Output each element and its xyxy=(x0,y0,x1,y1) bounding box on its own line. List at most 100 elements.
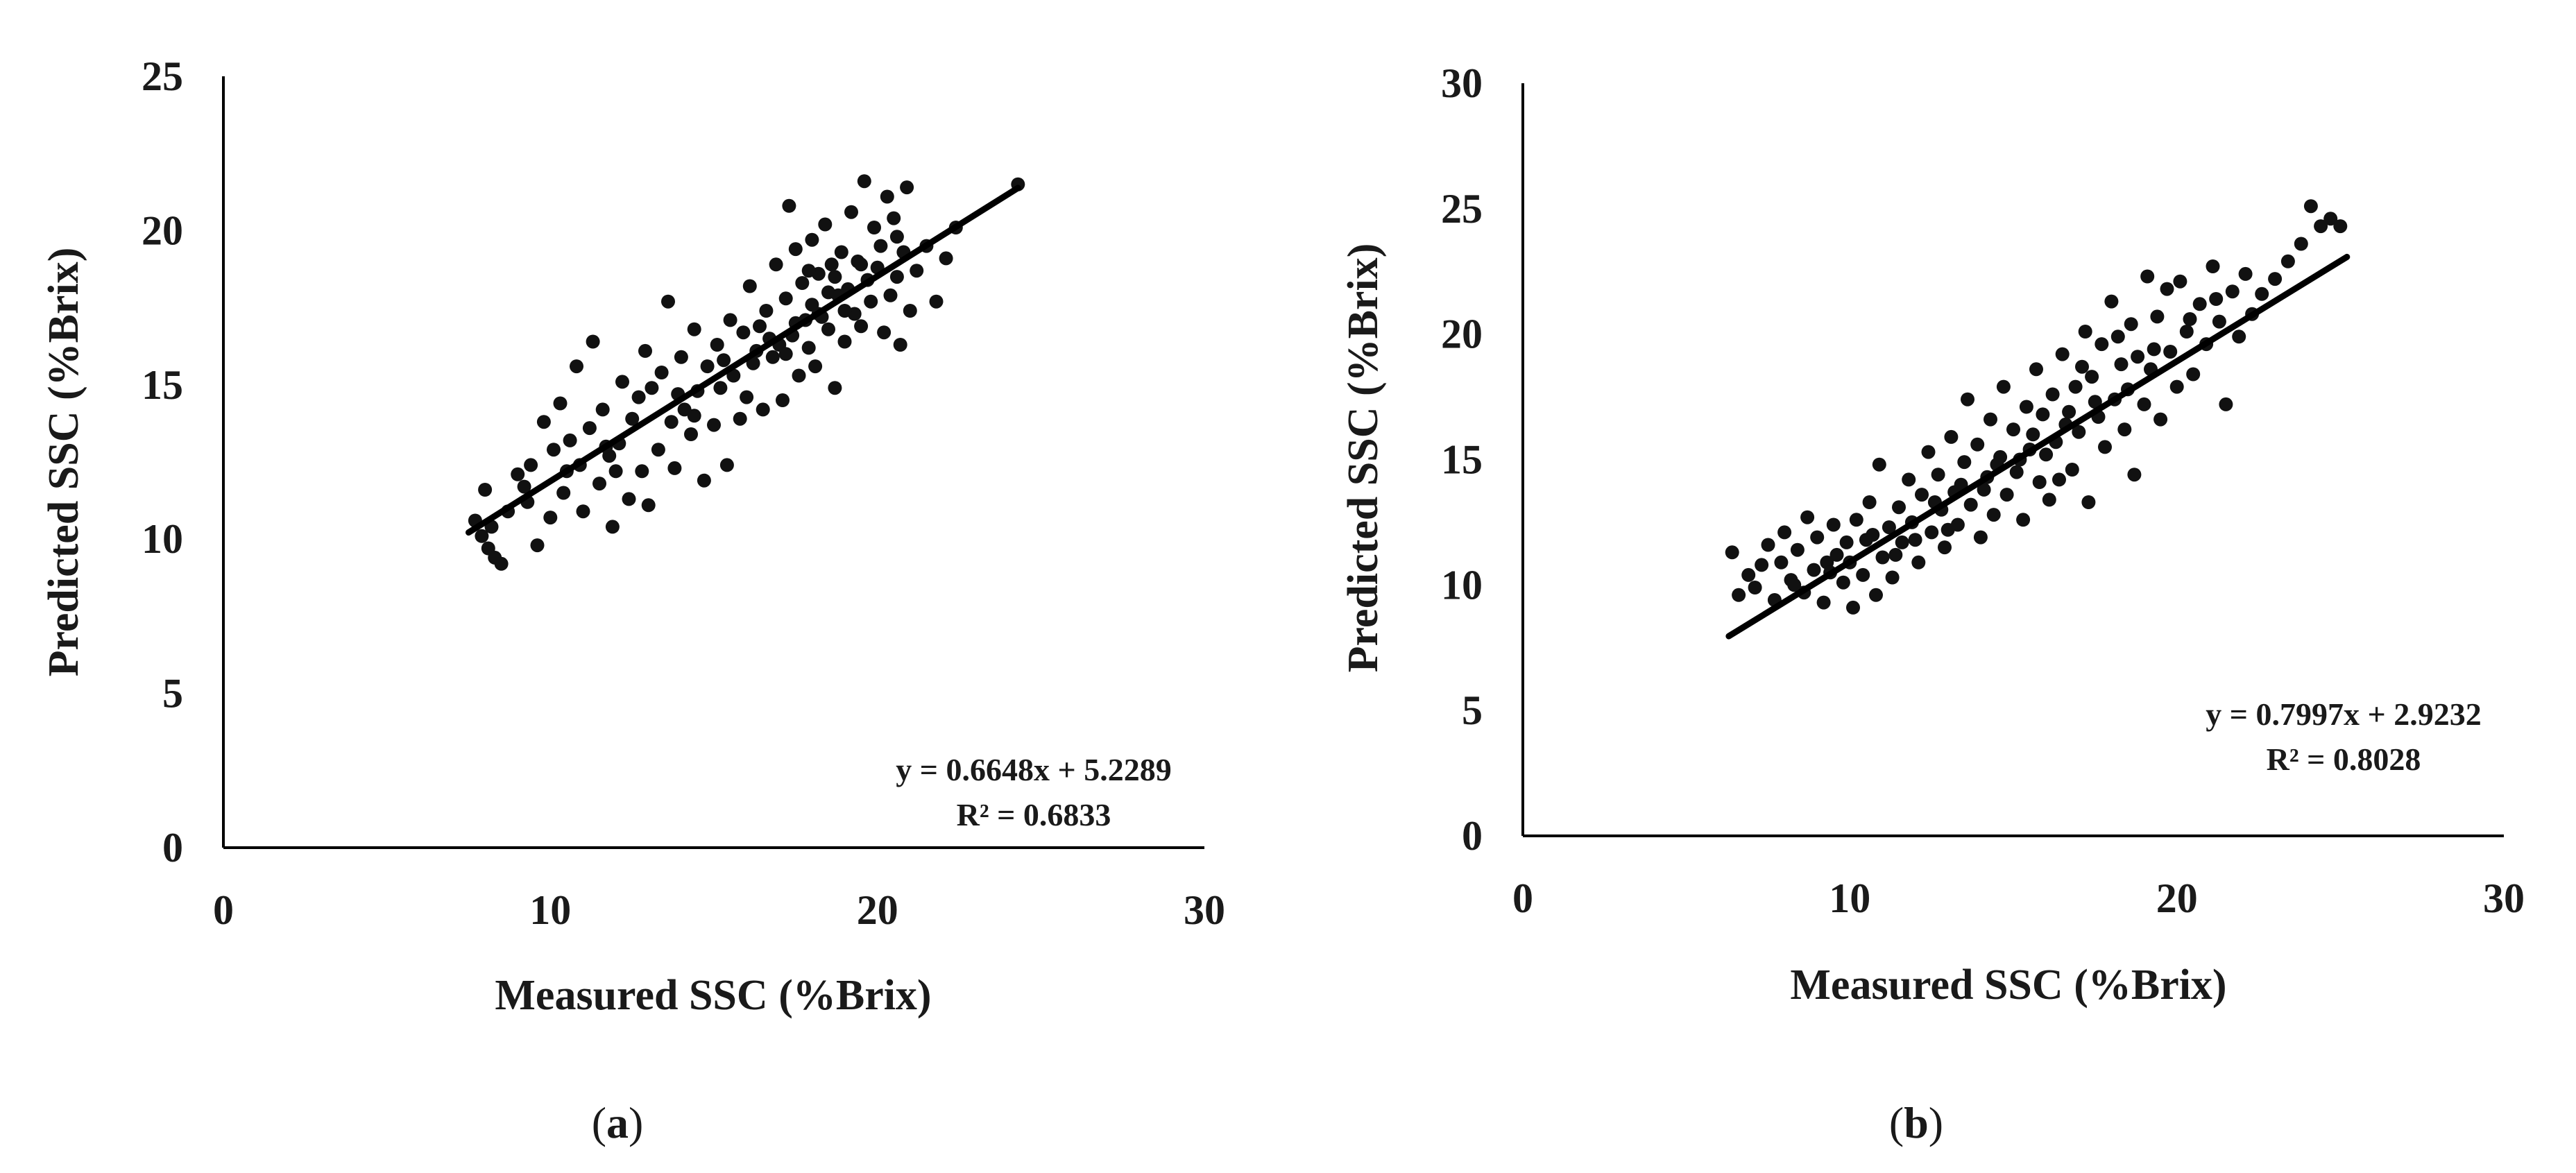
data-point-a-26 xyxy=(605,520,620,534)
data-point-b-71 xyxy=(2072,425,2086,439)
data-point-b-26 xyxy=(1869,588,1883,602)
y-tick-labels-b: 0 5 10 15 20 25 30 xyxy=(1441,60,1483,859)
data-point-a-90 xyxy=(854,319,869,334)
data-point-b-77 xyxy=(2098,440,2112,454)
data-point-b-80 xyxy=(2114,357,2129,372)
data-point-a-74 xyxy=(805,232,819,247)
y-tick-label-a-15: 15 xyxy=(142,362,183,408)
data-point-a-84 xyxy=(834,245,848,259)
data-point-a-37 xyxy=(654,366,669,379)
data-point-b-45 xyxy=(1957,455,1972,470)
data-point-a-57 xyxy=(742,279,757,293)
data-point-b-46 xyxy=(1961,392,1974,406)
data-point-a-48 xyxy=(707,418,721,432)
data-point-b-81 xyxy=(2117,422,2132,437)
data-point-b-94 xyxy=(2179,325,2194,339)
data-point-b-122 xyxy=(2062,404,2076,419)
data-point-b-47 xyxy=(1963,497,1978,512)
data-point-a-44 xyxy=(687,322,701,336)
data-point-a-110 xyxy=(608,464,623,479)
equation-a: y = 0.6648x + 5.2289 xyxy=(896,752,1171,787)
data-point-a-82 xyxy=(828,381,842,395)
trendline-b-group xyxy=(1725,253,2351,640)
data-point-a-12 xyxy=(536,415,551,429)
x-tick-label-b-30: 30 xyxy=(2483,875,2525,921)
data-point-b-20 xyxy=(1839,535,1854,549)
data-point-a-20 xyxy=(576,504,590,519)
data-point-b-89 xyxy=(2153,412,2168,427)
trendline-b xyxy=(1725,253,2351,640)
data-point-b-95 xyxy=(2186,367,2201,382)
y-tick-label-a-5: 5 xyxy=(162,671,183,717)
trendline-a xyxy=(466,185,1021,536)
data-point-a-94 xyxy=(867,221,881,234)
data-point-b-110 xyxy=(2314,219,2328,234)
data-point-a-36 xyxy=(651,443,665,457)
data-point-b-106 xyxy=(2268,272,2283,286)
data-point-b-33 xyxy=(1902,472,1916,487)
data-point-b-17 xyxy=(1826,517,1841,532)
data-point-a-60 xyxy=(756,402,770,417)
data-point-b-4 xyxy=(1755,558,1769,572)
data-point-b-51 xyxy=(1984,412,1997,427)
data-point-a-35 xyxy=(645,381,659,395)
x-tick-label-a-20: 20 xyxy=(857,887,898,933)
data-point-b-61 xyxy=(2029,362,2043,377)
data-point-a-67 xyxy=(782,198,796,213)
data-point-b-19 xyxy=(1836,575,1850,590)
data-point-b-58 xyxy=(2016,513,2031,527)
data-point-b-22 xyxy=(1849,513,1863,527)
data-point-a-62 xyxy=(765,350,780,364)
data-point-a-119 xyxy=(687,409,701,423)
data-point-b-131 xyxy=(2052,472,2066,487)
data-point-a-102 xyxy=(893,338,907,352)
data-point-a-108 xyxy=(939,251,953,266)
data-point-a-97 xyxy=(877,325,892,340)
data-point-b-31 xyxy=(1892,500,1906,515)
data-point-b-130 xyxy=(2026,427,2040,442)
y-tick-label-b-15: 15 xyxy=(1441,437,1483,483)
data-point-b-121 xyxy=(2039,447,2054,462)
data-point-a-49 xyxy=(710,338,724,352)
x-tick-label-a-30: 30 xyxy=(1184,887,1225,933)
data-point-b-18 xyxy=(1829,547,1844,562)
data-point-b-27 xyxy=(1872,457,1886,472)
data-point-a-105 xyxy=(910,264,924,278)
data-point-a-13 xyxy=(543,511,558,525)
data-point-a-40 xyxy=(667,461,682,475)
data-point-a-85 xyxy=(837,334,852,349)
data-point-a-38 xyxy=(661,294,675,309)
data-point-a-125 xyxy=(801,264,816,278)
panel-caption-a: (a) xyxy=(592,1098,644,1147)
data-point-b-5 xyxy=(1761,538,1775,552)
data-point-b-7 xyxy=(1774,555,1789,570)
y-tick-label-b-0: 0 xyxy=(1462,813,1483,859)
data-point-b-15 xyxy=(1816,595,1831,610)
data-point-b-84 xyxy=(2131,350,2145,364)
data-point-b-101 xyxy=(2225,284,2240,299)
data-point-a-10 xyxy=(524,458,538,472)
data-point-b-82 xyxy=(2124,317,2138,332)
data-point-b-12 xyxy=(1800,510,1815,524)
data-point-a-24 xyxy=(595,402,610,417)
data-point-a-73 xyxy=(801,341,816,355)
data-point-b-1 xyxy=(1732,588,1746,602)
data-point-a-116 xyxy=(778,347,793,361)
data-point-b-111 xyxy=(2323,212,2338,226)
data-point-b-0 xyxy=(1725,545,1739,560)
data-point-a-114 xyxy=(821,285,835,300)
data-point-a-4 xyxy=(494,556,509,571)
data-point-a-51 xyxy=(719,458,734,472)
data-point-a-23 xyxy=(592,477,606,491)
data-point-b-25 xyxy=(1862,495,1877,509)
data-point-b-132 xyxy=(2075,359,2089,374)
data-point-a-56 xyxy=(740,390,754,404)
y-axis-title-b: Predicted SSC (%Brix) xyxy=(1340,243,1387,673)
data-point-a-29 xyxy=(622,492,636,506)
data-point-b-73 xyxy=(2081,495,2096,509)
data-point-b-32 xyxy=(1895,535,1909,549)
data-point-b-8 xyxy=(1777,525,1792,540)
data-point-b-78 xyxy=(2104,294,2119,309)
data-point-b-62 xyxy=(2032,475,2047,489)
data-point-a-22 xyxy=(586,334,600,349)
